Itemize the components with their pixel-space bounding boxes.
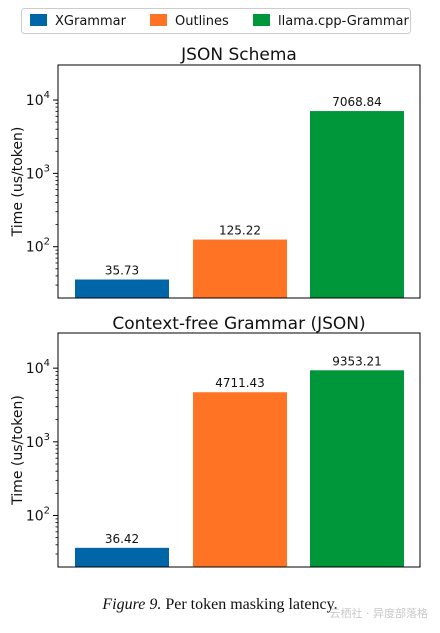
chart-title: JSON Schema [180, 45, 297, 65]
y-tick-label: 102 [26, 237, 50, 256]
y-tick-label: 103 [26, 163, 50, 182]
data-label-3: 9353.21 [332, 354, 382, 368]
legend-swatch [253, 14, 270, 26]
bar-2 [193, 239, 287, 298]
y-axis-label: Time (us/token) [10, 395, 26, 506]
axes-frame [57, 332, 421, 568]
chart-title: Context-free Grammar (JSON) [112, 314, 365, 334]
axes-frame [57, 64, 421, 299]
data-label-3: 7068.84 [332, 95, 382, 109]
y-tick-label: 102 [26, 506, 50, 525]
chart-panel-1: JSON Schema 35.73 125.22 7068.84 102 103 104Ti… [10, 45, 421, 299]
legend-label: XGrammar [55, 14, 127, 29]
y-tick-label: 103 [26, 432, 50, 451]
figure-caption: Figure 9. Per token masking latency. [0, 596, 440, 614]
bar-1 [75, 279, 169, 298]
bar-2 [193, 392, 287, 567]
y-axis-label: Time (us/token) [10, 127, 26, 238]
legend-item-1: XGrammar [30, 14, 127, 29]
caption-label: Figure 9. [102, 596, 162, 613]
y-tick-label: 104 [26, 358, 50, 377]
legend-swatch [30, 14, 47, 26]
data-label-1: 36.42 [105, 532, 139, 546]
caption-text: Per token masking latency. [161, 596, 338, 613]
chart-panel-2: Context-free Grammar (JSON) 36.42 4711.43 9… [10, 314, 421, 568]
legend-swatch [150, 14, 167, 26]
data-label-1: 35.73 [105, 264, 139, 278]
y-tick-label: 104 [26, 90, 50, 109]
bar-3 [310, 111, 404, 298]
legend-item-2: Outlines [150, 14, 229, 29]
data-label-2: 4711.43 [215, 376, 265, 390]
bar-1 [75, 547, 169, 567]
data-label-2: 125.22 [219, 224, 261, 238]
figure: XGrammar Outlines llama.cpp-Grammar JSON Sc… [10, 8, 421, 568]
legend-label: Outlines [175, 14, 229, 29]
legend-item-3: llama.cpp-Grammar [253, 14, 409, 29]
legend: XGrammar Outlines llama.cpp-Grammar [21, 8, 411, 34]
bar-3 [310, 370, 404, 567]
watermark: 云栖社 · 异度部落格 [329, 607, 429, 620]
legend-label: llama.cpp-Grammar [278, 14, 409, 29]
legend-frame [21, 8, 411, 34]
